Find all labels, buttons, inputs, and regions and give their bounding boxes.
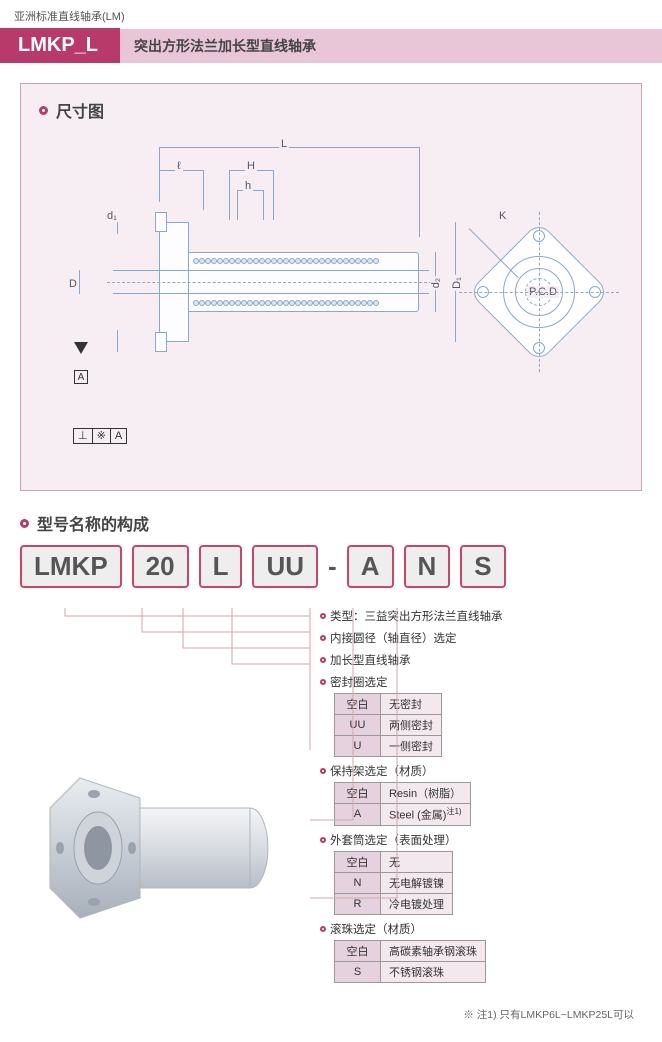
opt-val: 高碳素轴承钢滚珠 — [381, 940, 486, 961]
section-title-model-text: 型号名称的构成 — [37, 511, 149, 535]
breakdown-wrap: 类型：三益突出方形法兰直线轴承 内接圆径（轴直径）选定 加长型直线轴承 密封圈选… — [20, 608, 662, 999]
opt-val: 无密封 — [381, 694, 442, 715]
code-part-n: N — [404, 545, 451, 588]
code-dash: - — [328, 551, 337, 582]
bk-item-ball: 滚珠选定（材质） 空白高碳素轴承钢滚珠 S不锈钢滚珠 — [320, 921, 662, 983]
title-desc: 突出方形法兰加长型直线轴承 — [120, 29, 662, 63]
opt-key: R — [335, 893, 381, 914]
category-label: 亚洲标准直线轴承(LM) — [14, 8, 662, 24]
tol-ref: A — [111, 429, 126, 443]
opt-table-seal: 空白无密封 UU两侧密封 U一侧密封 — [334, 693, 442, 757]
opt-key: S — [335, 961, 381, 982]
bullet-icon — [39, 106, 48, 115]
breakdown-list: 类型：三益突出方形法兰直线轴承 内接圆径（轴直径）选定 加长型直线轴承 密封圈选… — [320, 608, 662, 983]
tolerance-box: ⊥ ※ A — [73, 428, 127, 444]
front-view: P.C.D K — [459, 212, 629, 382]
opt-table-ball: 空白高碳素轴承钢滚珠 S不锈钢滚珠 — [334, 940, 486, 983]
dim-d1: d₁ — [105, 210, 119, 222]
code-part-a: A — [347, 545, 394, 588]
opt-key: UU — [335, 715, 381, 736]
code-part-l: L — [199, 545, 243, 588]
bk-label: 外套筒选定（表面处理） — [330, 832, 457, 848]
bk-item-seal: 密封圈选定 空白无密封 UU两侧密封 U一侧密封 — [320, 674, 662, 757]
bullet-icon — [320, 635, 326, 641]
dim-h: h — [243, 180, 253, 192]
opt-val: 不锈钢滚珠 — [381, 961, 486, 982]
bullet-icon — [320, 768, 326, 774]
section-title-model: 型号名称的构成 — [20, 511, 642, 535]
dim-l: ℓ — [175, 160, 183, 172]
opt-val: 无电解镀镍 — [381, 872, 453, 893]
dim-d2: d₂ — [430, 276, 442, 290]
dim-K: K — [497, 210, 508, 222]
opt-val: 冷电镀处理 — [381, 893, 453, 914]
title-code: LMKP_L — [0, 28, 120, 63]
opt-val: 无 — [381, 851, 453, 872]
bullet-icon — [320, 613, 326, 619]
code-part-20: 20 — [132, 545, 189, 588]
section-title-dim-text: 尺寸图 — [56, 98, 104, 122]
bk-label: 类型：三益突出方形法兰直线轴承 — [330, 608, 503, 624]
side-view: L ℓ H h — [59, 142, 439, 442]
bullet-icon — [320, 926, 326, 932]
dim-D-cap: D — [67, 278, 79, 290]
bullet-icon — [320, 837, 326, 843]
model-code-row: LMKP 20 L UU - A N S — [20, 545, 662, 588]
footnote: ※ 注1) 只有LMKP6L~LMKP25L可以 — [0, 1007, 634, 1022]
opt-key: 空白 — [335, 694, 381, 715]
dim-H: H — [245, 160, 257, 172]
opt-table-sleeve: 空白无 N无电解镀镍 R冷电镀处理 — [334, 851, 453, 915]
bk-label: 滚珠选定（材质） — [330, 921, 422, 937]
opt-key: U — [335, 736, 381, 757]
bk-label: 保持架选定（材质） — [330, 763, 434, 779]
code-part-s: S — [460, 545, 505, 588]
bullet-icon — [320, 679, 326, 685]
tol-star: ※ — [93, 429, 111, 443]
opt-val: 一侧密封 — [381, 736, 442, 757]
datum-a: A — [74, 370, 88, 384]
opt-val: 两侧密封 — [381, 715, 442, 736]
tol-perp: ⊥ — [74, 429, 93, 443]
opt-key: 空白 — [335, 783, 381, 804]
bk-item-sleeve: 外套筒选定（表面处理） 空白无 N无电解镀镍 R冷电镀处理 — [320, 832, 662, 915]
opt-val: Steel (金属) — [389, 810, 446, 822]
opt-key: 空白 — [335, 851, 381, 872]
technical-drawing: L ℓ H h — [39, 132, 623, 472]
opt-key: N — [335, 872, 381, 893]
code-part-uu: UU — [252, 545, 318, 588]
opt-table-retainer: 空白Resin（树脂） A Steel (金属)注1) — [334, 782, 471, 826]
bk-label: 加长型直线轴承 — [330, 652, 411, 668]
dim-L: L — [279, 138, 289, 150]
bk-item-type: 类型：三益突出方形法兰直线轴承 — [320, 608, 662, 624]
bk-item-retainer: 保持架选定（材质） 空白Resin（树脂） A Steel (金属)注1) — [320, 763, 662, 826]
title-bar: LMKP_L 突出方形法兰加长型直线轴承 — [0, 28, 662, 63]
opt-note: 注1) — [446, 807, 461, 816]
section-title-dim: 尺寸图 — [39, 98, 623, 122]
bk-label: 密封圈选定 — [330, 674, 388, 690]
bk-item-bore: 内接圆径（轴直径）选定 — [320, 630, 662, 646]
bk-item-long: 加长型直线轴承 — [320, 652, 662, 668]
opt-val: Resin（树脂） — [381, 783, 471, 804]
product-render — [40, 748, 300, 948]
opt-key: 空白 — [335, 940, 381, 961]
dimension-panel: 尺寸图 L ℓ H h — [20, 83, 642, 491]
code-part-lmkp: LMKP — [20, 545, 122, 588]
bullet-icon — [320, 657, 326, 663]
bullet-icon — [20, 519, 29, 528]
opt-key: A — [335, 804, 381, 826]
bk-label: 内接圆径（轴直径）选定 — [330, 630, 457, 646]
